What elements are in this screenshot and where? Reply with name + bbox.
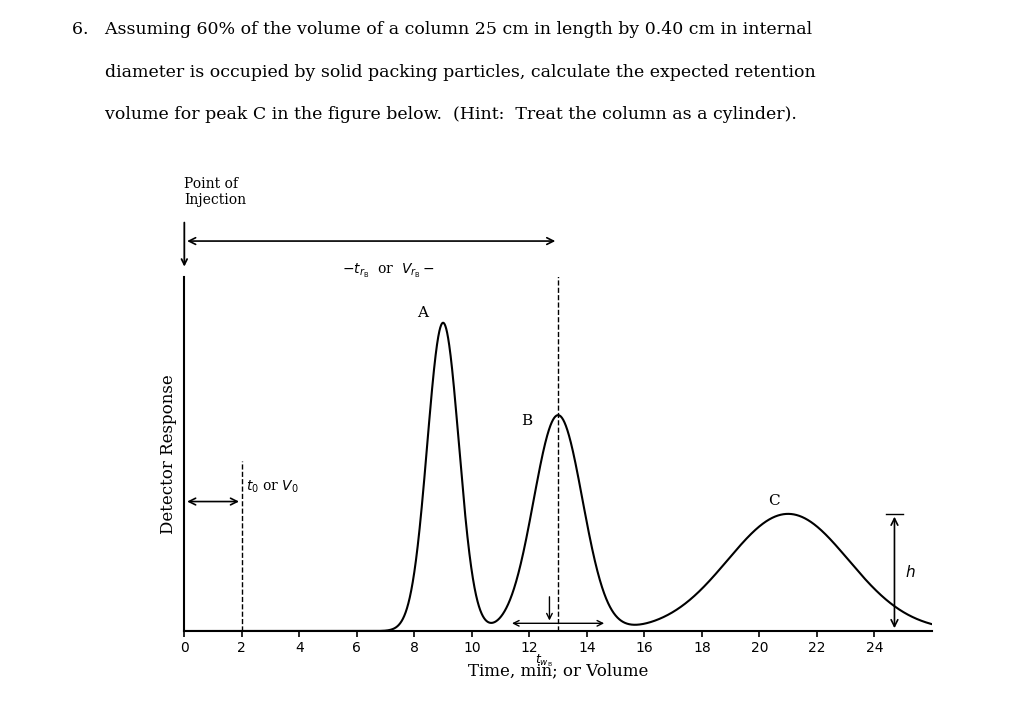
Text: Point of
Injection: Point of Injection (184, 177, 247, 208)
Text: volume for peak C in the figure below.  (Hint:  Treat the column as a cylinder).: volume for peak C in the figure below. (… (72, 106, 797, 123)
Y-axis label: Detector Response: Detector Response (161, 374, 177, 534)
X-axis label: Time, min; or Volume: Time, min; or Volume (468, 662, 648, 679)
Text: $t_{w_{\rm B}}$: $t_{w_{\rm B}}$ (535, 652, 553, 669)
Text: B: B (521, 413, 532, 428)
Text: 6.   Assuming 60% of the volume of a column 25 cm in length by 0.40 cm in intern: 6. Assuming 60% of the volume of a colum… (72, 21, 812, 38)
Text: $h$: $h$ (904, 564, 915, 581)
Text: $-t_{r_{\rm B}}\ $ or $\ V_{r_{\rm B}}-$: $-t_{r_{\rm B}}\ $ or $\ V_{r_{\rm B}}-$ (342, 262, 435, 279)
Text: $t_0$ or $V_0$: $t_0$ or $V_0$ (246, 479, 299, 496)
Text: C: C (768, 493, 779, 508)
Text: A: A (418, 306, 428, 320)
Text: diameter is occupied by solid packing particles, calculate the expected retentio: diameter is occupied by solid packing pa… (72, 64, 815, 81)
